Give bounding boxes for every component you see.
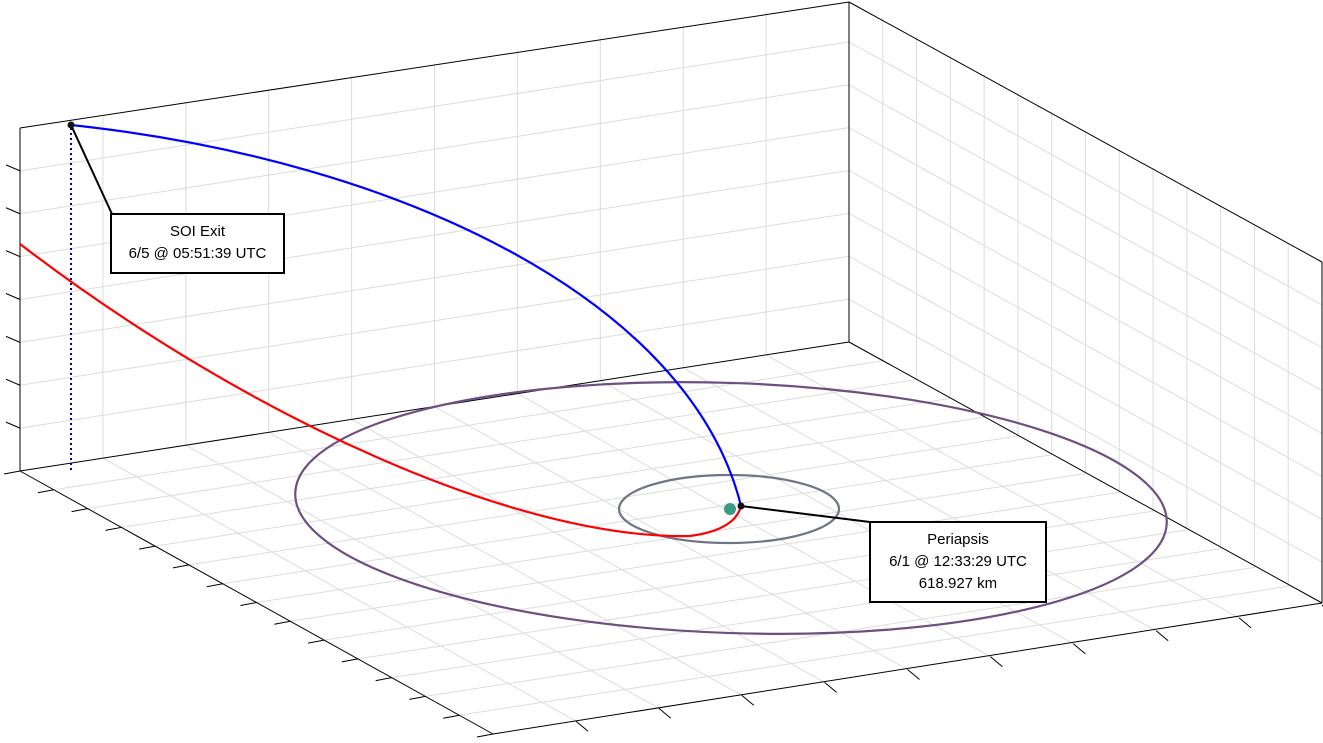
axis-edge	[848, 1, 1323, 263]
floor-gridline	[290, 491, 1120, 622]
side-wall-gridline	[848, 170, 1323, 434]
soi-exit-title: SOI Exit	[169, 223, 225, 240]
floor-gridline	[121, 397, 951, 528]
floor-gridline	[87, 379, 917, 510]
periapsis-altitude: 618.927 km	[918, 575, 998, 592]
y-axis-tick	[274, 620, 291, 625]
soi-exit-marker	[67, 121, 75, 129]
side-wall-gridline	[848, 255, 1323, 520]
side-wall-gridline	[848, 127, 1323, 392]
side-wall-gridline	[848, 41, 1323, 306]
y-axis-tick	[37, 489, 54, 494]
side-wall-gridline	[848, 212, 1323, 477]
x-axis-tick	[658, 707, 672, 719]
central-body	[724, 503, 736, 515]
back-wall-gridline	[19, 212, 850, 343]
axis-edge	[19, 1, 850, 129]
axis-edge	[848, 341, 1323, 604]
x-axis-tick	[1155, 630, 1169, 642]
y-axis-tick	[105, 526, 122, 531]
floor-gridline	[357, 529, 1187, 660]
x-axis-tick	[907, 669, 920, 680]
y-axis-tick	[206, 583, 223, 588]
x-axis-tick	[575, 720, 589, 732]
periapsis-label: Periapsis 6/1 @ 12:33:29 UTC 618.927 km	[869, 521, 1047, 603]
outer-orbit	[294, 381, 1168, 635]
periapsis-marker	[737, 502, 745, 510]
floor-gridline	[188, 435, 1019, 566]
y-axis-tick	[476, 733, 494, 738]
x-axis-tick	[741, 694, 755, 706]
z-axis-tick	[5, 207, 21, 215]
x-axis-tick	[1072, 643, 1086, 655]
y-axis-tick	[172, 564, 190, 569]
floor-gridline	[155, 416, 985, 547]
periapsis-title: Periapsis	[927, 531, 989, 548]
soi-exit-label: SOI Exit 6/5 @ 05:51:39 UTC	[110, 213, 285, 274]
side-wall-gridline	[848, 298, 1323, 563]
z-axis-tick	[5, 164, 21, 172]
periapsis-time: 6/1 @ 12:33:29 UTC	[889, 553, 1027, 570]
back-wall-gridline	[19, 41, 850, 172]
back-wall-gridline	[19, 255, 850, 386]
departure-trajectory	[70, 123, 743, 507]
y-axis-tick	[240, 602, 257, 606]
arrival-trajectory	[19, 243, 743, 538]
axis-edge	[492, 602, 1323, 735]
y-axis-tick	[409, 695, 426, 700]
floor-gridline	[391, 548, 1221, 679]
y-axis-tick	[443, 714, 460, 719]
inner-orbit	[617, 473, 841, 545]
back-wall-gridline	[19, 84, 850, 215]
back-wall-gridline	[19, 298, 850, 429]
back-wall-gridline	[19, 170, 850, 300]
x-axis-tick	[824, 682, 837, 693]
z-axis-tick	[5, 293, 21, 300]
y-axis-tick	[139, 545, 156, 550]
soi-exit-leader-line	[70, 124, 113, 215]
soi-exit-time: 6/5 @ 05:51:39 UTC	[128, 245, 267, 262]
y-axis-tick	[71, 508, 88, 513]
z-axis-tick	[5, 250, 21, 258]
y-axis-tick	[3, 470, 21, 475]
x-axis-tick	[1238, 617, 1252, 629]
floor-gridline	[53, 360, 883, 491]
z-axis-tick	[5, 378, 21, 386]
grid-lines	[19, 11, 1323, 722]
z-axis-tick	[5, 335, 21, 343]
side-wall-gridline	[848, 84, 1323, 349]
floor-gridline	[459, 585, 1289, 716]
y-axis-tick	[341, 658, 358, 663]
periapsis-leader-line	[740, 505, 871, 523]
y-axis-tick	[375, 677, 392, 682]
x-axis-tick	[990, 656, 1003, 667]
tick-marks	[3, 164, 1323, 738]
z-axis-tick	[5, 421, 21, 429]
y-axis-tick	[307, 639, 325, 644]
